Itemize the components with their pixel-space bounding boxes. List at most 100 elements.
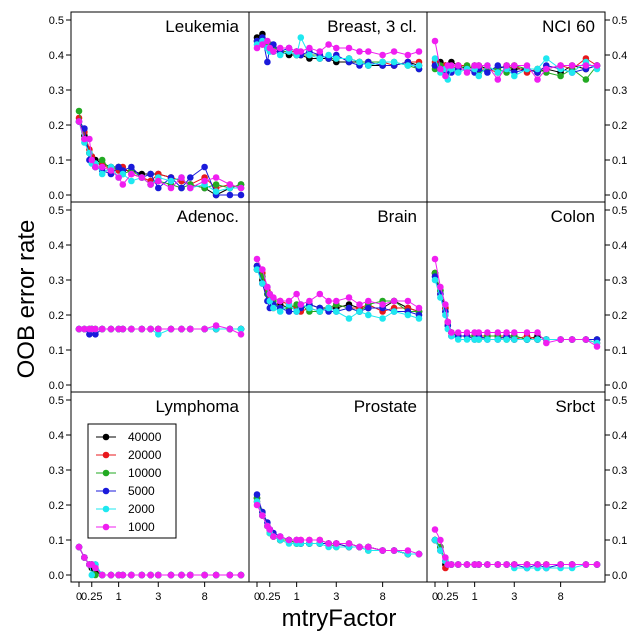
data-point: [463, 561, 471, 568]
data-point: [404, 297, 412, 305]
data-point: [297, 301, 305, 308]
data-point: [86, 331, 93, 338]
y-tick-label: 0.1: [49, 155, 64, 167]
x-tick-label: 0: [432, 591, 438, 603]
series-line: [78, 546, 241, 576]
data-point: [98, 170, 106, 178]
data-point: [431, 536, 439, 544]
data-point: [437, 294, 444, 301]
y-tick-label: 0.5: [612, 205, 627, 217]
data-point: [75, 543, 83, 551]
data-point: [187, 325, 194, 333]
data-point: [557, 561, 564, 568]
data-point: [264, 37, 271, 45]
data-point: [463, 336, 471, 343]
y-tick-label: 0.3: [612, 465, 627, 477]
data-point: [534, 329, 541, 336]
data-point: [475, 561, 483, 568]
data-point: [437, 283, 444, 291]
data-point: [390, 48, 398, 55]
series-line: [78, 546, 241, 576]
data-point: [98, 163, 106, 171]
data-point: [475, 336, 483, 343]
data-point: [379, 315, 386, 322]
data-point: [138, 325, 146, 333]
data-point: [484, 329, 491, 336]
data-point: [437, 65, 444, 73]
series-line: [78, 546, 241, 576]
data-point: [92, 564, 99, 572]
x-axis-title: mtryFactor: [282, 605, 397, 632]
data-point: [316, 308, 324, 315]
data-point: [178, 571, 185, 579]
data-point: [454, 62, 462, 69]
data-point: [404, 51, 412, 59]
data-point: [431, 55, 439, 62]
data-point: [454, 69, 462, 76]
data-point: [484, 561, 491, 568]
data-point: [523, 336, 531, 343]
data-point: [390, 58, 398, 66]
y-tick-label: 0.3: [49, 465, 64, 477]
y-tick-label: 0.3: [49, 85, 64, 97]
x-tick-label: 3: [333, 591, 339, 603]
data-point: [503, 329, 510, 336]
y-tick-label: 0.4: [612, 430, 627, 442]
y-tick-label: 0.1: [612, 155, 627, 167]
legend-marker: [102, 505, 110, 513]
y-tick-label: 0.0: [612, 570, 627, 582]
data-point: [442, 301, 449, 308]
data-point: [253, 266, 261, 273]
data-point: [259, 512, 266, 519]
data-point: [297, 34, 305, 41]
data-point: [345, 304, 353, 312]
data-point: [345, 294, 353, 301]
x-tick-label: 0: [254, 591, 260, 603]
data-point: [81, 125, 88, 132]
data-point: [593, 62, 601, 69]
data-point: [201, 177, 208, 185]
data-point: [81, 135, 88, 143]
series-1000: [253, 37, 423, 59]
data-point: [212, 571, 220, 579]
data-point: [86, 135, 93, 143]
y-tick-label: 0.0: [49, 190, 64, 202]
series-1000: [431, 526, 601, 568]
x-tick-label: 3: [155, 591, 161, 603]
data-point: [475, 329, 483, 336]
y-tick-label: 0.4: [49, 50, 64, 62]
y-tick-label: 0.4: [612, 240, 627, 252]
y-tick-label: 0.2: [49, 310, 64, 322]
legend-marker: [102, 433, 110, 441]
data-point: [511, 62, 518, 69]
panel-colon: Colon: [426, 201, 606, 393]
data-point: [345, 315, 353, 322]
data-point: [511, 329, 518, 336]
data-point: [306, 51, 313, 59]
series-1000: [253, 501, 423, 558]
data-point: [365, 543, 372, 551]
data-point: [212, 322, 220, 329]
series-2000: [253, 34, 423, 69]
data-point: [237, 325, 245, 333]
data-point: [415, 48, 423, 55]
y-tick-label: 0.1: [612, 535, 627, 547]
x-tick-label: 1: [472, 591, 478, 603]
y-tick-label: 0.3: [612, 85, 627, 97]
legend-marker: [102, 487, 110, 495]
panel-srbct: Srbct: [426, 391, 606, 583]
x-tick-label: 8: [558, 591, 564, 603]
data-point: [88, 571, 96, 579]
data-point: [404, 311, 412, 319]
data-point: [503, 336, 510, 343]
y-tick-label: 0.5: [612, 15, 627, 27]
panel-title: Brain: [377, 207, 417, 226]
data-point: [431, 255, 439, 263]
data-point: [431, 37, 439, 45]
panel-frame: [426, 201, 606, 393]
data-point: [285, 308, 293, 315]
panel-frame: [248, 391, 428, 583]
data-point: [356, 301, 363, 308]
x-tick-label: 1: [294, 591, 300, 603]
x-tick-label: 8: [380, 591, 386, 603]
